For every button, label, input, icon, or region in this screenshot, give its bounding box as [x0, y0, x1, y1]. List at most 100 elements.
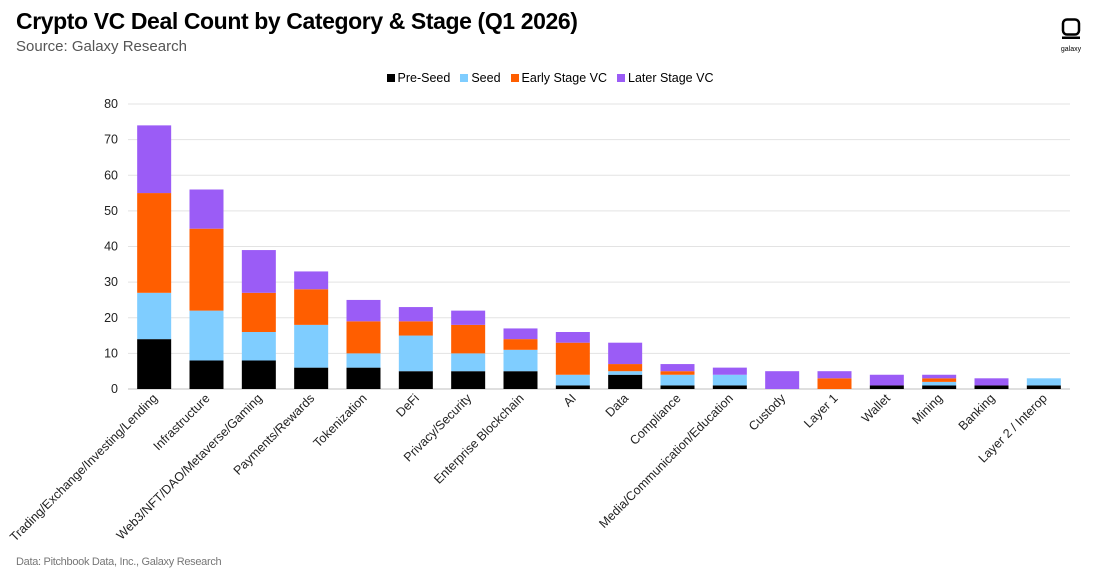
legend-swatch	[617, 74, 625, 82]
legend-swatch	[386, 74, 395, 82]
bar-segment	[660, 374, 695, 386]
y-tick-label: 40	[104, 240, 118, 254]
chart-legend: Pre-Seed Seed Early Stage VC Later Stage VC	[0, 71, 1100, 85]
bar-segment	[660, 371, 695, 375]
bar-segment	[712, 374, 747, 386]
bar-segment	[660, 364, 695, 372]
bar-segment	[241, 360, 276, 389]
bar-segment	[241, 292, 276, 332]
bar-segment	[137, 339, 172, 389]
bar-segment	[503, 349, 538, 372]
bar-segment	[451, 324, 486, 354]
bar-segment	[451, 371, 486, 389]
bar-segment	[503, 371, 538, 389]
bar-segment	[922, 385, 957, 389]
bar-segment	[189, 310, 224, 361]
legend-label: Pre-Seed	[397, 71, 451, 85]
y-tick-label: 50	[104, 204, 118, 218]
galaxy-logo-icon	[1061, 18, 1081, 39]
chart-title: Crypto VC Deal Count by Category & Stage…	[16, 8, 578, 34]
bar-segment	[346, 353, 381, 368]
legend-item: Seed	[460, 71, 501, 85]
bar-segment	[398, 307, 433, 322]
bar-segment	[555, 342, 590, 375]
bar-segment	[974, 378, 1009, 386]
bar-segment	[817, 378, 852, 389]
legend-swatch	[460, 74, 469, 82]
legend-swatch	[510, 74, 519, 82]
legend-item: Early Stage VC	[510, 71, 607, 85]
bar-segment	[137, 125, 172, 194]
x-tick-label: Wallet	[859, 391, 894, 426]
bar-segment	[555, 332, 590, 343]
logo-text: galaxy	[1060, 46, 1082, 53]
bar-segment	[817, 371, 852, 379]
bar-segment	[346, 367, 381, 389]
footer-note: Data: Pitchbook Data, Inc., Galaxy Resea…	[16, 556, 222, 568]
x-tick-label: Tokenization	[311, 391, 370, 450]
bar-segment	[241, 332, 276, 361]
bar-segment	[294, 271, 329, 290]
bar-segment	[712, 367, 747, 375]
bar-segment	[294, 367, 329, 389]
bar-segment	[1026, 385, 1061, 389]
bar-segment	[765, 371, 800, 389]
x-tick-label: Layer 1	[801, 391, 840, 430]
x-tick-label: Mining	[909, 391, 945, 427]
bar-segment	[974, 385, 1009, 389]
bar-segment	[922, 381, 957, 386]
legend-item: Later Stage VC	[617, 71, 713, 85]
bar-segment	[398, 335, 433, 372]
bar-segment	[608, 374, 643, 389]
bar-segment	[555, 374, 590, 386]
legend-label: Later Stage VC	[628, 71, 714, 85]
bar-segment	[608, 364, 643, 372]
chart-subtitle: Source: Galaxy Research	[16, 38, 187, 55]
legend-item: Pre-Seed	[386, 71, 451, 85]
bar-segment	[189, 228, 224, 311]
bar-segment	[869, 385, 904, 389]
bar-segment	[503, 328, 538, 340]
bar-segment	[451, 310, 486, 325]
x-tick-label: Custody	[746, 391, 789, 434]
bar-segment	[137, 292, 172, 340]
bar-segment	[137, 193, 172, 293]
bar-segment	[398, 371, 433, 389]
bar-segment	[1026, 378, 1061, 386]
y-tick-label: 10	[104, 346, 118, 360]
y-tick-label: 80	[104, 97, 118, 111]
legend-label: Seed	[471, 71, 501, 85]
bar-segment	[241, 250, 276, 293]
bar-segment	[712, 385, 747, 389]
bar-segment	[294, 289, 329, 325]
bar-segment	[346, 299, 381, 322]
bar-segment	[869, 374, 904, 386]
bar-segment	[922, 374, 957, 379]
bar-segment	[189, 360, 224, 389]
y-tick-label: 70	[104, 133, 118, 147]
x-tick-label: Data	[603, 391, 632, 420]
x-tick-label: Enterprise Blockchain	[431, 391, 526, 486]
bar-segment	[608, 342, 643, 365]
y-tick-label: 60	[104, 168, 118, 182]
bar-segment	[608, 371, 643, 375]
y-tick-label: 0	[111, 382, 118, 396]
legend-label: Early Stage VC	[521, 71, 607, 85]
bar-segment	[189, 189, 224, 229]
bar-segment	[922, 378, 957, 382]
x-tick-label: Compliance	[627, 391, 684, 448]
bar-segment	[346, 321, 381, 354]
bar-segment	[503, 339, 538, 350]
bar-segment	[294, 324, 329, 368]
x-tick-label: DeFi	[393, 391, 422, 420]
x-tick-label: Banking	[956, 391, 998, 433]
y-tick-label: 20	[104, 311, 118, 325]
x-tick-label: AI	[561, 391, 579, 409]
bar-segment	[555, 385, 590, 389]
galaxy-logo: galaxy	[1056, 18, 1086, 53]
y-tick-label: 30	[104, 275, 118, 289]
bar-segment	[451, 353, 486, 372]
bar-segment	[660, 385, 695, 389]
bar-segment	[398, 321, 433, 336]
